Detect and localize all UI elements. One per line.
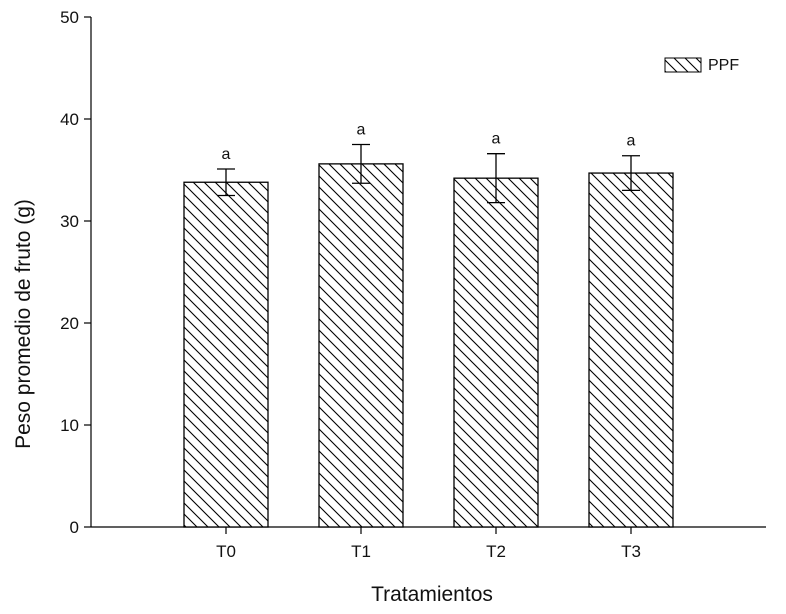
legend-swatch [664,57,702,73]
y-tick-label: 40 [60,110,79,129]
x-axis-title: Tratamientos [371,583,493,606]
x-tick-label: T1 [351,542,371,561]
bars [183,163,674,528]
y-tick-label: 20 [60,314,79,333]
y-axis-title: Peso promedio de fruto (g) [12,199,35,449]
significance-label: a [357,122,366,139]
y-tick-label: 30 [60,212,79,231]
axes: 0 10 20 30 40 50 T0 T1 T2 T3 [60,8,766,561]
significance-labels: a a a a [222,122,636,163]
x-tick-label: T0 [216,542,236,561]
legend-label: PPF [708,57,739,74]
y-tick-label: 50 [60,8,79,27]
y-tick-label: 0 [70,518,79,537]
y-tick-label: 10 [60,416,79,435]
significance-label: a [222,146,231,163]
x-tick-label: T2 [486,542,506,561]
bar-t3 [588,172,674,528]
significance-label: a [627,133,636,150]
legend: PPF [664,57,739,74]
significance-label: a [492,131,501,148]
bar-t1 [318,163,404,528]
bar-t0 [183,181,269,528]
bar-t2 [453,177,539,528]
x-tick-label: T3 [621,542,641,561]
error-bars [217,143,640,204]
